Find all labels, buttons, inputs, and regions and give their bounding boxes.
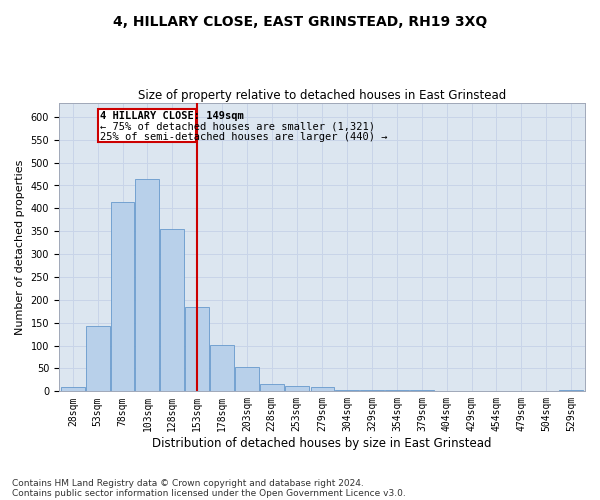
Bar [136,178,160,392]
Bar [260,384,284,392]
Bar [110,202,134,392]
Bar [235,366,259,392]
Text: 4 HILLARY CLOSE: 149sqm: 4 HILLARY CLOSE: 149sqm [100,112,244,122]
Bar [559,390,583,392]
Y-axis label: Number of detached properties: Number of detached properties [15,160,25,335]
Text: Contains public sector information licensed under the Open Government Licence v3: Contains public sector information licen… [12,488,406,498]
Text: ← 75% of detached houses are smaller (1,321): ← 75% of detached houses are smaller (1,… [100,122,375,132]
Text: Contains HM Land Registry data © Crown copyright and database right 2024.: Contains HM Land Registry data © Crown c… [12,478,364,488]
Text: 4, HILLARY CLOSE, EAST GRINSTEAD, RH19 3XQ: 4, HILLARY CLOSE, EAST GRINSTEAD, RH19 3… [113,15,487,29]
Bar [284,386,308,392]
Bar [185,306,209,392]
Bar [335,390,359,392]
Bar [410,390,434,392]
Bar [98,109,196,142]
Bar [61,387,85,392]
Bar [360,390,384,392]
Bar [385,390,409,392]
Bar [160,229,184,392]
X-axis label: Distribution of detached houses by size in East Grinstead: Distribution of detached houses by size … [152,437,492,450]
Bar [210,344,234,392]
Text: 25% of semi-detached houses are larger (440) →: 25% of semi-detached houses are larger (… [100,132,388,141]
Bar [311,387,334,392]
Title: Size of property relative to detached houses in East Grinstead: Size of property relative to detached ho… [138,89,506,102]
Bar [86,326,110,392]
